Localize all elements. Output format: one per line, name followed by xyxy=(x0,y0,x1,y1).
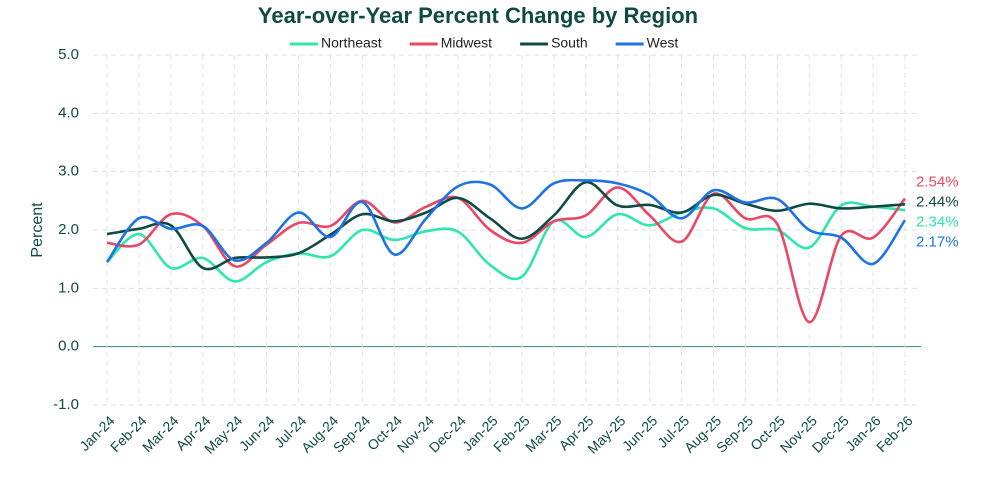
x-tick-label: Feb-26 xyxy=(873,412,916,455)
x-tick-label: Sep-24 xyxy=(330,412,373,455)
chart-title: Year-over-Year Percent Change by Region xyxy=(258,3,698,28)
y-tick-label: 1.0 xyxy=(58,279,79,296)
x-tick-label: Jun-24 xyxy=(236,412,278,454)
y-tick-label: 4.0 xyxy=(58,104,79,121)
x-tick-label: Mar-25 xyxy=(522,412,565,455)
legend-label: Northeast xyxy=(321,35,382,51)
legend-label: South xyxy=(551,35,588,51)
y-tick-label: 0.0 xyxy=(58,338,79,355)
legend-label: Midwest xyxy=(441,35,492,51)
series-line xyxy=(106,201,906,283)
y-axis-label: Percent xyxy=(29,202,46,258)
end-label: 2.44% xyxy=(916,193,959,210)
series-line xyxy=(106,186,907,324)
series-line xyxy=(105,178,907,266)
x-tick-label: Dec-25 xyxy=(809,412,852,455)
legend: Northeast Midwest South West xyxy=(290,35,678,51)
y-tick-label: -1.0 xyxy=(53,396,79,413)
series-line xyxy=(106,180,906,271)
x-tick-label: Dec-24 xyxy=(426,412,469,455)
x-tick-label: Mar-24 xyxy=(139,412,182,455)
end-label: 2.54% xyxy=(916,173,959,190)
x-tick-label: Sep-25 xyxy=(713,412,756,455)
end-label: 2.34% xyxy=(916,213,959,230)
legend-label: West xyxy=(647,35,679,51)
x-tick-label: Jun-25 xyxy=(619,412,661,454)
y-tick-label: 2.0 xyxy=(58,221,79,238)
y-tick-label: 5.0 xyxy=(58,46,79,63)
end-label: 2.17% xyxy=(916,233,959,250)
y-tick-label: 3.0 xyxy=(58,163,79,180)
